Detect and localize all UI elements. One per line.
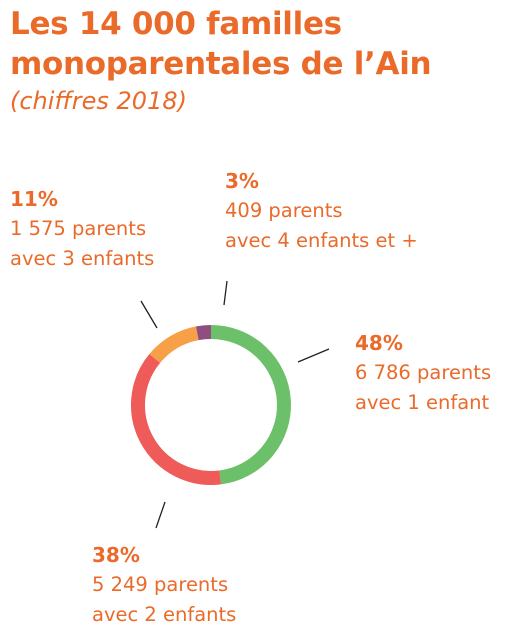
chart-title-line-2: monoparentales de l’Ain	[10, 46, 432, 82]
leader-line-four	[223, 280, 228, 306]
slice-label-three-parents: 1 575 parents	[10, 217, 147, 240]
slice-label-three-children: avec 3 enfants	[10, 247, 155, 270]
leader-line-one	[297, 348, 330, 363]
slice-label-one-percent: 48%	[355, 331, 403, 355]
chart-title: Les 14 000 familles monoparentales de l’…	[10, 4, 520, 84]
donut-slice-one	[210, 325, 291, 485]
leader-line-three	[140, 300, 158, 329]
donut-slices	[131, 324, 291, 485]
slice-label-one-children: avec 1 enfant	[355, 391, 490, 414]
donut-slice-three	[149, 326, 199, 364]
donut-slice-four	[196, 324, 212, 341]
leader-lines	[140, 280, 330, 529]
donut-slice-two	[131, 354, 222, 485]
slice-label-four-children: avec 4 enfants et +	[225, 229, 418, 252]
slice-label-one-parents: 6 786 parents	[355, 361, 492, 384]
slice-label-two-parents: 5 249 parents	[92, 573, 229, 596]
slice-label-four-percent: 3%	[225, 169, 259, 193]
slice-label-two-children: avec 2 enfants	[92, 603, 237, 626]
slice-label-four-parents: 409 parents	[225, 199, 343, 222]
slice-label-two-percent: 38%	[92, 543, 140, 567]
slice-label-two: 38% 5 249 parents avec 2 enfants	[92, 540, 236, 630]
leader-line-two	[155, 501, 166, 529]
slice-label-three: 11% 1 575 parents avec 3 enfants	[10, 184, 154, 274]
slice-label-four: 3% 409 parents avec 4 enfants et +	[225, 166, 418, 256]
slice-label-one: 48% 6 786 parents avec 1 enfant	[355, 328, 491, 418]
chart-title-line-1: Les 14 000 familles	[10, 6, 342, 42]
chart-subtitle: (chiffres 2018)	[10, 87, 187, 115]
slice-label-three-percent: 11%	[10, 187, 58, 211]
